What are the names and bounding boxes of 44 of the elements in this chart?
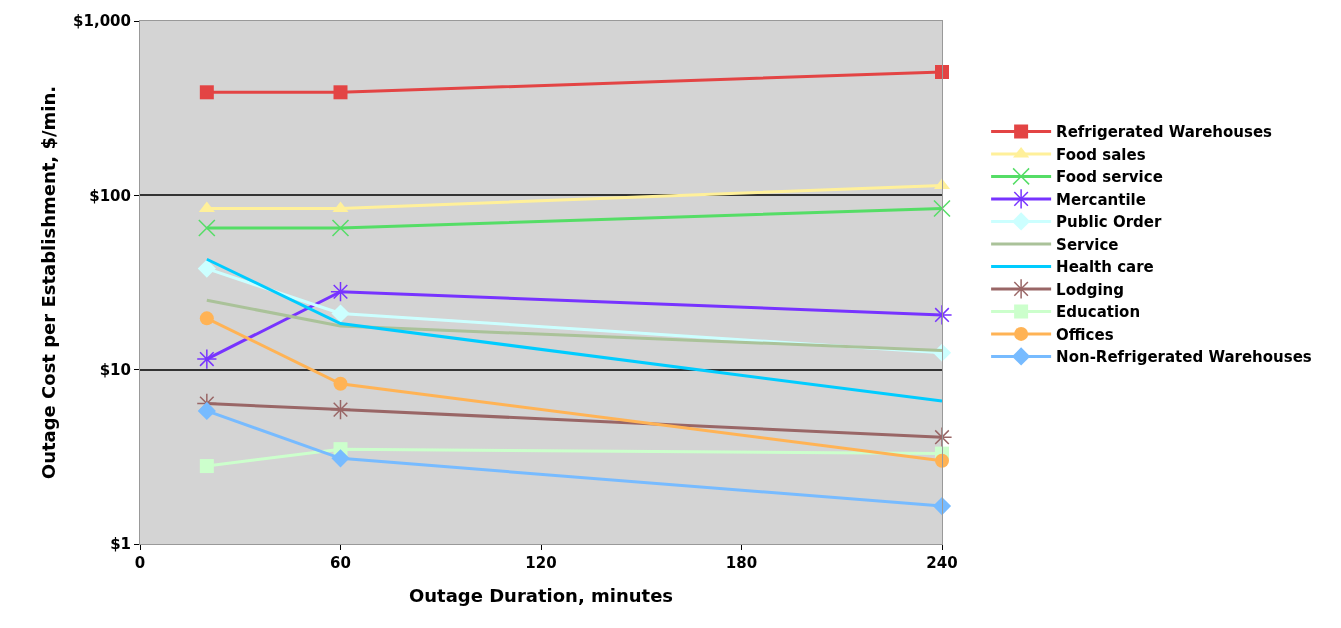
legend-label: Lodging bbox=[1056, 280, 1125, 299]
point bbox=[199, 85, 214, 100]
point bbox=[931, 304, 953, 326]
x-tick-label: 120 bbox=[525, 554, 557, 572]
point bbox=[197, 259, 216, 278]
y-axis-title: Outage Cost per Establishment, $/min. bbox=[38, 85, 60, 480]
legend-label: Refrigerated Warehouses bbox=[1056, 123, 1273, 142]
point bbox=[330, 281, 351, 303]
x-tick-label: 60 bbox=[330, 554, 351, 572]
point bbox=[333, 376, 348, 391]
legend-label: Non-Refrigerated Warehouses bbox=[1056, 348, 1312, 367]
legend-label: Public Order bbox=[1056, 213, 1162, 232]
point bbox=[933, 199, 951, 218]
point bbox=[331, 304, 350, 323]
y-tick-label: $1 bbox=[110, 535, 131, 554]
point bbox=[199, 459, 214, 474]
y-tick-label: $10 bbox=[99, 360, 131, 379]
point bbox=[935, 64, 949, 79]
y-tick-label: $100 bbox=[89, 186, 131, 205]
point bbox=[198, 219, 216, 237]
point bbox=[935, 453, 949, 468]
legend-label: Offices bbox=[1056, 325, 1114, 344]
point bbox=[198, 201, 215, 213]
legend-label: Mercantile bbox=[1056, 190, 1146, 209]
point bbox=[330, 399, 351, 420]
y-tick-label: $1,000 bbox=[73, 12, 131, 31]
legend-label: Food service bbox=[1056, 168, 1163, 187]
legend-label: Health care bbox=[1056, 258, 1154, 277]
point bbox=[196, 348, 218, 370]
point bbox=[331, 219, 350, 237]
legend-label: Education bbox=[1056, 303, 1141, 322]
point bbox=[932, 496, 952, 516]
x-tick-label: 180 bbox=[725, 554, 758, 572]
point bbox=[931, 426, 953, 448]
legend-label: Service bbox=[1056, 235, 1119, 254]
point bbox=[333, 85, 348, 100]
x-axis-title: Outage Duration, minutes bbox=[408, 585, 674, 607]
x-tick-label: 0 bbox=[134, 554, 146, 572]
point bbox=[199, 311, 214, 326]
point bbox=[332, 201, 349, 213]
point bbox=[331, 449, 350, 468]
point bbox=[197, 401, 216, 421]
x-tick-label: 240 bbox=[926, 554, 958, 572]
legend-label: Food sales bbox=[1056, 145, 1146, 164]
